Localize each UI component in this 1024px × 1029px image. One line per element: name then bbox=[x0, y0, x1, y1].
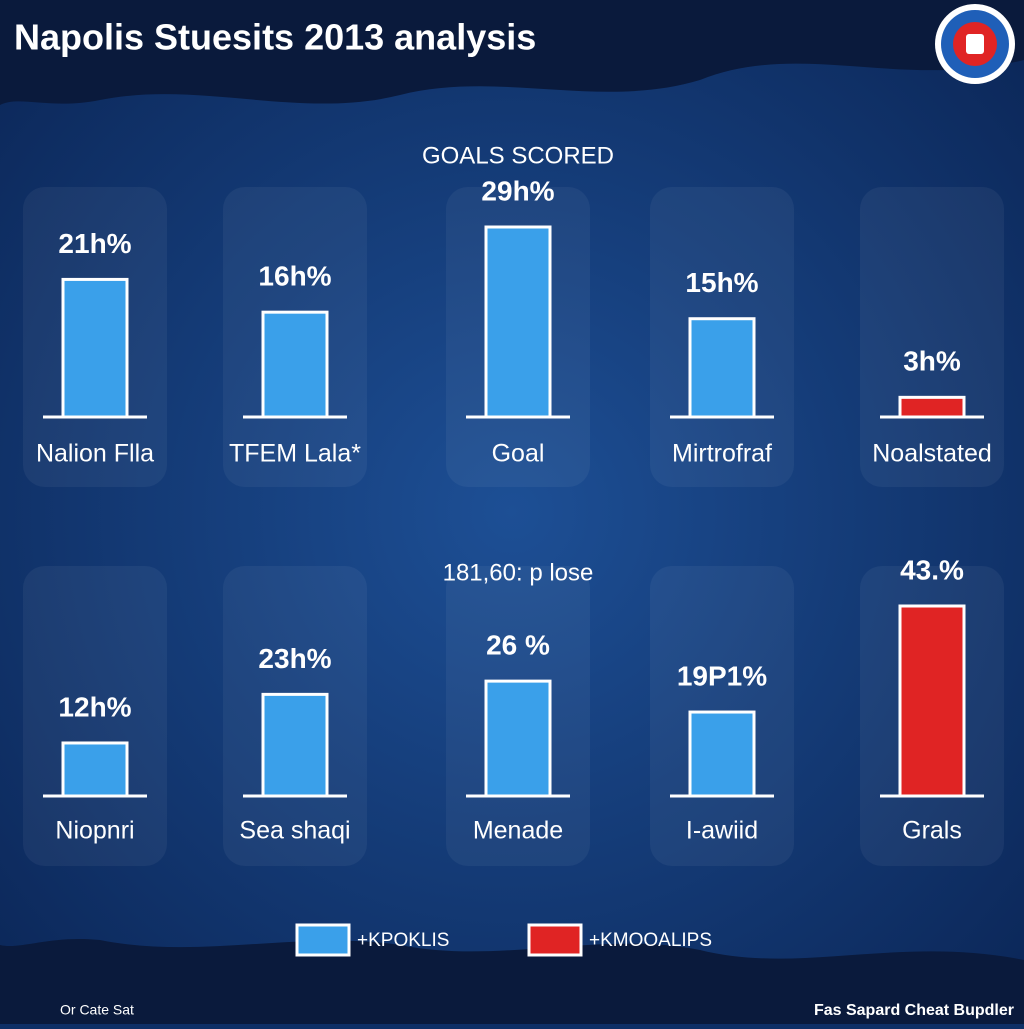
bar bbox=[484, 679, 552, 798]
category-label: Niopnri bbox=[55, 817, 134, 845]
crest bbox=[935, 4, 1015, 84]
bar bbox=[261, 692, 329, 798]
bar bbox=[898, 604, 966, 798]
panel bbox=[860, 187, 1004, 487]
footer-right: Fas Sapard Cheat Bupdler bbox=[814, 1002, 1014, 1019]
value-label: 16h% bbox=[258, 261, 331, 292]
bottom-band bbox=[0, 938, 1024, 1024]
legend-label: +KMOOALIPS bbox=[589, 930, 712, 951]
category-label: I-awiid bbox=[686, 817, 758, 845]
value-label: 29h% bbox=[481, 175, 554, 206]
bar bbox=[688, 710, 756, 798]
category-label: Grals bbox=[902, 817, 962, 845]
category-label: Goal bbox=[492, 440, 545, 468]
bar bbox=[898, 395, 966, 419]
category-label: Sea shaqi bbox=[239, 817, 350, 845]
value-label: 43.% bbox=[900, 554, 964, 585]
bar bbox=[484, 225, 552, 419]
category-label: TFEM Lala* bbox=[229, 440, 361, 468]
bar bbox=[61, 277, 129, 419]
legend-label: +KPOKLIS bbox=[357, 930, 449, 951]
bar bbox=[688, 317, 756, 419]
value-label: 21h% bbox=[58, 228, 131, 259]
legend-swatch bbox=[295, 923, 351, 957]
footer-left: Or Cate Sat bbox=[60, 1002, 134, 1018]
page-title: Napolis Stuesits 2013 analysis bbox=[14, 17, 536, 58]
panel bbox=[23, 566, 167, 866]
value-label: 15h% bbox=[685, 267, 758, 298]
value-label: 19P1% bbox=[677, 660, 767, 691]
value-label: 3h% bbox=[903, 346, 961, 377]
chart-title: GOALS SCORED bbox=[422, 142, 614, 169]
category-label: Mirtrofraf bbox=[672, 440, 772, 468]
chart-title: 181,60: p lose bbox=[443, 559, 594, 586]
category-label: Nalion Flla bbox=[36, 440, 154, 468]
top-band bbox=[0, 0, 1024, 105]
category-label: Menade bbox=[473, 817, 563, 845]
bar bbox=[261, 310, 329, 419]
value-label: 26 % bbox=[486, 630, 550, 661]
category-label: Noalstated bbox=[872, 440, 992, 468]
value-label: 12h% bbox=[58, 691, 131, 722]
value-label: 23h% bbox=[258, 643, 331, 674]
bar bbox=[61, 741, 129, 798]
legend-swatch bbox=[527, 923, 583, 957]
